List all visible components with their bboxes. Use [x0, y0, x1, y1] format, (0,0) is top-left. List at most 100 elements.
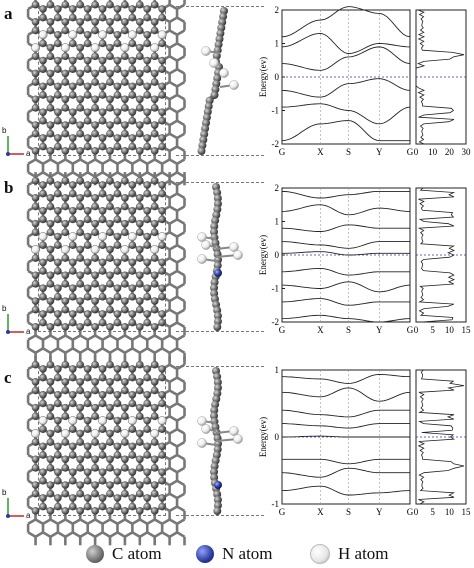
carbon-atom — [128, 142, 137, 151]
band-line — [281, 224, 410, 232]
axis-indicator-a — [6, 136, 24, 156]
carbon-atom — [39, 39, 47, 48]
carbon-atom — [106, 254, 114, 262]
carbon-atom — [128, 365, 137, 373]
dos-tick-label: 15 — [462, 325, 472, 335]
carbon-atom — [121, 403, 129, 412]
carbon-atom — [68, 267, 77, 275]
carbon-atom — [46, 305, 55, 314]
carbon-atom — [98, 189, 107, 198]
carbon-atom — [136, 429, 144, 438]
carbon-atom — [61, 202, 70, 211]
carbon-atom — [91, 360, 99, 369]
carbon-atom — [68, 241, 77, 250]
carbon-atom — [106, 507, 114, 515]
carbon-atom — [158, 442, 166, 451]
carbon-atom — [106, 104, 114, 112]
axis-a-label-a: a — [26, 149, 31, 158]
carbon-atom — [158, 468, 166, 476]
carbon-atom — [150, 202, 159, 211]
carbon-atom — [83, 241, 92, 250]
carbon-atom — [150, 0, 159, 9]
carbon-atom — [98, 442, 107, 451]
carbon-atom — [128, 425, 137, 434]
hydrogen-atom — [157, 416, 167, 425]
legend-hydrogen-label: H atom — [338, 544, 389, 563]
k-point-label: S — [346, 147, 351, 157]
carbon-atom — [113, 30, 122, 39]
carbon-atom — [31, 69, 40, 78]
carbon-atom — [68, 477, 77, 485]
carbon-atom — [106, 305, 114, 314]
carbon-atom — [91, 455, 99, 464]
carbon-atom — [31, 202, 40, 211]
carbon-atom — [91, 297, 99, 305]
carbon-atom — [83, 142, 92, 151]
carbon-atom — [98, 108, 107, 116]
hydrogen-atom — [127, 416, 137, 425]
carbon-atom — [143, 134, 152, 142]
carbon-atom — [31, 0, 40, 9]
carbon-atom — [150, 52, 159, 61]
carbon-atom — [121, 228, 129, 237]
carbon-atom — [106, 18, 114, 26]
k-point-label: G — [407, 325, 414, 335]
carbon-atom — [121, 26, 129, 35]
carbon-atom — [46, 323, 55, 331]
carbon-atom — [98, 56, 107, 65]
carbon-atom — [61, 378, 70, 386]
carbon-atom — [121, 489, 129, 498]
carbon-atom — [39, 399, 47, 408]
carbon-atom — [61, 481, 70, 489]
carbon-atom — [76, 0, 85, 9]
carbon-atom — [31, 297, 40, 305]
carbon-atom — [46, 95, 55, 104]
carbon-atom — [68, 206, 77, 215]
carbon-atom — [98, 134, 107, 142]
axis-a-label-c: a — [26, 511, 31, 520]
carbon-atom — [54, 91, 62, 99]
carbon-atom — [31, 481, 40, 489]
carbon-atom — [150, 78, 159, 86]
carbon-atom — [106, 489, 114, 498]
top-view-structure-b — [26, 172, 186, 362]
carbon-atom — [76, 147, 85, 155]
carbon-atom — [136, 95, 144, 104]
dos-tick-label: 5 — [430, 507, 435, 517]
carbon-atom — [106, 378, 114, 386]
carbon-atom — [150, 254, 159, 262]
carbon-atom — [106, 176, 114, 185]
carbon-atom — [54, 82, 62, 91]
carbon-atom — [136, 455, 144, 464]
carbon-atom — [39, 425, 47, 434]
carbon-atom-icon — [86, 545, 104, 563]
carbon-atom — [128, 284, 137, 292]
hydrogen-atom — [31, 245, 40, 254]
carbon-atom — [106, 271, 114, 280]
carbon-atom — [54, 134, 62, 142]
legend-carbon-label: C atom — [112, 544, 162, 563]
panel-c: c b a 1 0 -1 G X S Y G Energy(ev) 0 5 10 15 — [0, 356, 474, 546]
carbon-atom — [106, 52, 114, 61]
carbon-atom — [106, 386, 114, 395]
carbon-atom — [113, 241, 122, 250]
carbon-atom — [39, 468, 47, 476]
carbon-atom — [128, 56, 137, 65]
carbon-atom — [150, 305, 159, 314]
carbon-atom — [128, 206, 137, 215]
carbon-atom — [91, 0, 99, 9]
carbon-atom — [128, 108, 137, 116]
carbon-atom — [68, 108, 77, 116]
band-line — [281, 409, 410, 418]
carbon-atom — [83, 30, 92, 39]
hydrogen-atom-icon — [310, 544, 330, 564]
carbon-atom — [98, 390, 107, 399]
hydrogen-atom — [90, 43, 100, 53]
carbon-atom — [76, 360, 85, 369]
carbon-atom — [39, 502, 47, 511]
carbon-atom — [113, 425, 122, 434]
legend-carbon: C atom — [86, 544, 162, 564]
hydrogen-atom — [201, 424, 211, 434]
carbon-atom — [121, 386, 129, 395]
carbon-atom — [54, 65, 62, 74]
